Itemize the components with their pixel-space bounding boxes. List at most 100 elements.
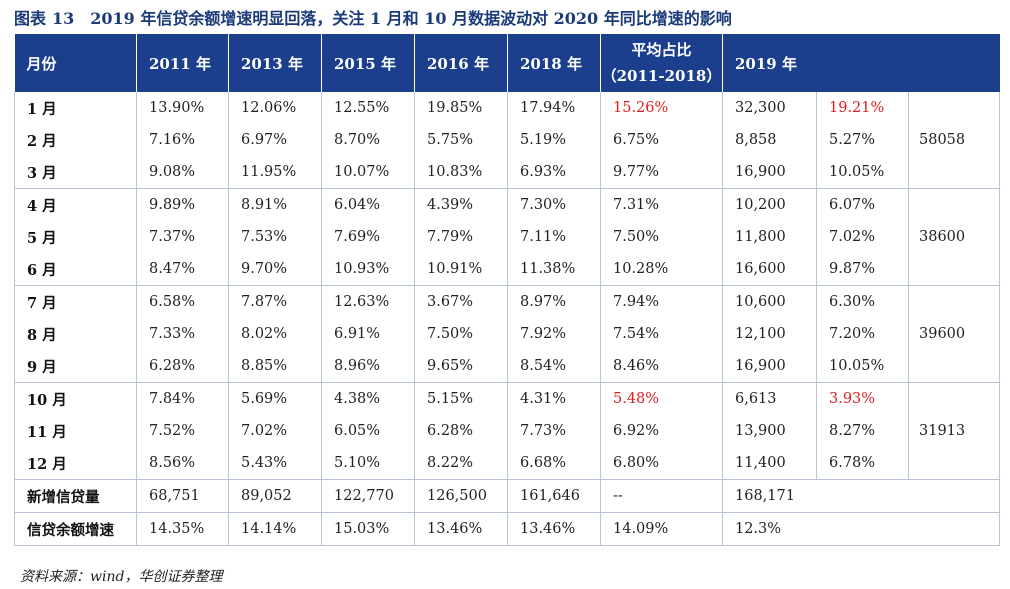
value-cell: 9.89% [136,188,229,221]
value-cell: 7.79% [414,221,508,253]
value-cell: 12.63% [321,285,415,318]
value-cell: 8.47% [136,253,229,286]
value-cell: 6.68% [507,447,601,480]
value-cell: 10.93% [321,253,415,286]
value-cell: 8.56% [136,447,229,480]
value-cell: 11,800 [722,221,817,253]
value-cell: 7.87% [228,285,322,318]
month-cell: 7 月 [14,285,137,318]
summary-value: 89,052 [228,479,322,513]
value-cell: 3.67% [414,285,508,318]
value-cell: 7.54% [600,318,723,350]
value-cell: 8,858 [722,124,817,156]
month-cell: 8 月 [14,318,137,350]
table-row: 6 月 8.47% 9.70% 10.93% 10.91% 11.38% 10.28% 16,… [14,253,1000,286]
header-2019: 2019 年 [722,34,1000,92]
summary-value: 168,171 [722,479,1000,513]
value-cell: 7.02% [816,221,909,253]
summary-value: -- [600,479,723,513]
value-cell: 6.78% [816,447,909,480]
value-cell: 4.39% [414,188,508,221]
title-prefix: 图表 [14,9,47,28]
month-cell: 4 月 [14,188,137,221]
value-cell: 8.54% [507,350,601,383]
value-cell: 8.91% [228,188,322,221]
month-cell: 11 月 [14,415,137,447]
value-cell: 7.94% [600,285,723,318]
month-cell: 5 月 [14,221,137,253]
value-cell: 9.08% [136,156,229,189]
value-cell: 5.75% [414,124,508,156]
value-cell: 12.55% [321,92,415,124]
table-row: 9 月 6.28% 8.85% 8.96% 9.65% 8.54% 8.46% 16,900 1… [14,350,1000,383]
header-2016: 2016 年 [414,34,508,92]
value-cell: 5.27% [816,124,909,156]
value-cell: 4.31% [507,382,601,415]
month-cell: 1 月 [14,92,137,124]
value-cell: 13.90% [136,92,229,124]
value-cell: 6.30% [816,285,909,318]
value-cell: 6.28% [136,350,229,383]
value-cell: 8.70% [321,124,415,156]
value-cell: 8.85% [228,350,322,383]
header-2018: 2018 年 [507,34,601,92]
value-cell: 6.28% [414,415,508,447]
quarter-total-cell: 58058 [908,92,1000,189]
table-row: 8 月 7.33% 8.02% 6.91% 7.50% 7.92% 7.54% 12,100 7… [14,318,1000,350]
value-cell: 8.02% [228,318,322,350]
value-cell: 8.96% [321,350,415,383]
summary-value: 13.46% [507,512,601,546]
value-cell: 6.91% [321,318,415,350]
value-cell: 3.93% [816,382,909,415]
value-cell: 7.92% [507,318,601,350]
value-cell: 7.02% [228,415,322,447]
value-cell: 11,400 [722,447,817,480]
header-2011: 2011 年 [136,34,229,92]
value-cell: 16,900 [722,156,817,189]
table-row: 7 月 6.58% 7.87% 12.63% 3.67% 8.97% 7.94% 10,600… [14,285,1000,383]
summary-value: 14.35% [136,512,229,546]
value-cell: 9.70% [228,253,322,286]
summary-value: 126,500 [414,479,508,513]
month-cell: 6 月 [14,253,137,286]
value-cell: 10.05% [816,350,909,383]
value-cell: 7.50% [414,318,508,350]
source-note: 资料来源：wind，华创证券整理 [20,569,223,585]
value-cell: 6.80% [600,447,723,480]
summary-row: 信贷余额增速 14.35% 14.14% 15.03% 13.46% 13.46% 14.0… [14,512,1000,546]
value-cell: 5.19% [507,124,601,156]
value-cell: 7.84% [136,382,229,415]
table-row: 1 月 13.90% 12.06% 12.55% 19.85% 17.94% 15.26% 3… [14,92,1000,189]
value-cell: 7.37% [136,221,229,253]
header-avg-line1: 平均占比 [631,41,692,59]
table-row: 12 月 8.56% 5.43% 5.10% 8.22% 6.68% 6.80% 11,400… [14,447,1000,480]
value-cell: 11.95% [228,156,322,189]
table-row: 4 月 9.89% 8.91% 6.04% 4.39% 7.30% 7.31% 10,200 6… [14,188,1000,286]
value-cell: 6,613 [722,382,817,415]
figure-title: 图表 13 2019 年信贷余额增速明显回落，关注 1 月和 10 月数据波动对 2… [14,5,732,29]
value-cell: 15.26% [600,92,723,124]
value-cell: 7.11% [507,221,601,253]
value-cell: 9.77% [600,156,723,189]
value-cell: 6.75% [600,124,723,156]
value-cell: 7.20% [816,318,909,350]
value-cell: 16,600 [722,253,817,286]
value-cell: 6.93% [507,156,601,189]
table-row: 11 月 7.52% 7.02% 6.05% 6.28% 7.73% 6.92% 13,900… [14,415,1000,447]
month-cell: 12 月 [14,447,137,480]
value-cell: 5.69% [228,382,322,415]
title-number: 13 [52,9,75,28]
value-cell: 19.21% [816,92,909,124]
value-cell: 9.87% [816,253,909,286]
quarter-total-cell: 39600 [908,285,1000,383]
value-cell: 4.38% [321,382,415,415]
value-cell: 10.83% [414,156,508,189]
summary-value: 14.14% [228,512,322,546]
table-row: 3 月 9.08% 11.95% 10.07% 10.83% 6.93% 9.77% 16,9… [14,156,1000,189]
table-row: 5 月 7.37% 7.53% 7.69% 7.79% 7.11% 7.50% 11,800 7… [14,221,1000,253]
value-cell: 7.30% [507,188,601,221]
header-avg-line2: （2011-2018） [601,67,722,85]
value-cell: 7.16% [136,124,229,156]
value-cell: 7.50% [600,221,723,253]
value-cell: 7.53% [228,221,322,253]
